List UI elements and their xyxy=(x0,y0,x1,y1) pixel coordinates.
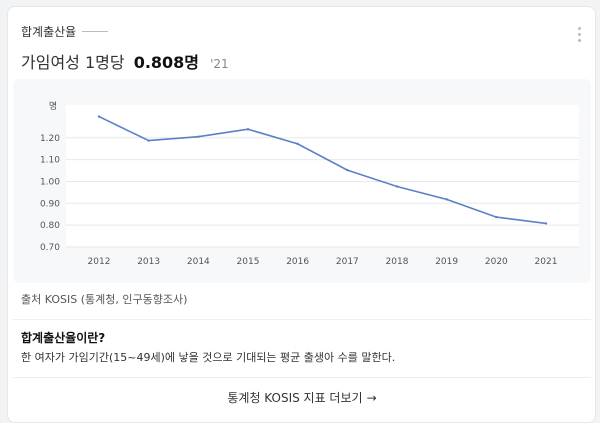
stat-card: 합계출산율 가임여성 1명당 0.808명 '21 1.20 1.10 1.00 0.… xyxy=(7,6,596,423)
more-options-icon[interactable] xyxy=(573,27,585,45)
more-link-label: 통계청 KOSIS 지표 더보기 xyxy=(227,391,363,405)
y-axis-label: 명 xyxy=(49,101,57,112)
y-tick-label: 1.10 xyxy=(40,156,60,166)
x-tick-label: 2012 xyxy=(88,257,111,267)
x-tick-label: 2019 xyxy=(435,257,458,267)
y-tick-label: 1.00 xyxy=(40,177,60,187)
series-line xyxy=(98,115,547,225)
x-tick-label: 2015 xyxy=(237,257,260,267)
data-point xyxy=(147,139,150,142)
data-point xyxy=(296,142,299,146)
x-tick-label: 2018 xyxy=(386,257,409,267)
data-point xyxy=(445,198,448,201)
data-point xyxy=(495,215,498,219)
kosis-more-link[interactable]: 통계청 KOSIS 지표 더보기 → xyxy=(13,377,591,417)
divider xyxy=(13,319,591,320)
x-tick-label: 2014 xyxy=(187,257,210,267)
y-tick-label: 0.70 xyxy=(40,243,60,253)
title-rule xyxy=(82,31,109,32)
x-tick-label: 2020 xyxy=(485,257,508,267)
data-point xyxy=(97,115,101,118)
fertility-line-chart: 1.20 1.10 1.00 0.90 0.80 0.70 2012 2013 2014 2015… xyxy=(40,101,579,267)
keyword-title: 합계출산율 xyxy=(21,23,591,40)
x-tick-label: 2017 xyxy=(336,257,359,267)
arrow-right-icon: → xyxy=(366,390,377,405)
data-point xyxy=(246,128,250,131)
value-year: '21 xyxy=(210,57,229,71)
x-tick-label: 2013 xyxy=(137,257,160,267)
definition-body: 한 여자가 가임기간(15~49세)에 낳을 것으로 기대되는 평균 출생아 수… xyxy=(21,351,396,364)
chart-area: 1.20 1.10 1.00 0.90 0.80 0.70 2012 2013 2014 2015… xyxy=(13,79,591,283)
data-point xyxy=(197,135,200,138)
data-point xyxy=(544,222,548,225)
card-header: 합계출산율 가임여성 1명당 0.808명 '21 xyxy=(21,23,591,73)
fertility-value: 0.808명 xyxy=(133,53,200,72)
x-tick-label: 2016 xyxy=(286,257,309,267)
definition-title: 합계출산율이란? xyxy=(21,331,106,345)
x-tick-label: 2021 xyxy=(535,257,558,267)
value-prefix: 가임여성 1명당 xyxy=(21,53,125,72)
headline-value: 가임여성 1명당 0.808명 '21 xyxy=(21,49,591,73)
data-point xyxy=(346,168,349,172)
plot-background xyxy=(66,105,579,247)
y-tick-label: 0.90 xyxy=(40,199,60,209)
data-point xyxy=(395,185,399,188)
y-tick-label: 0.80 xyxy=(40,221,60,231)
y-tick-label: 1.20 xyxy=(40,134,60,144)
keyword-label: 합계출산율 xyxy=(21,25,77,39)
source-text: 출처 KOSIS (통계청, 인구동향조사) xyxy=(21,293,188,306)
